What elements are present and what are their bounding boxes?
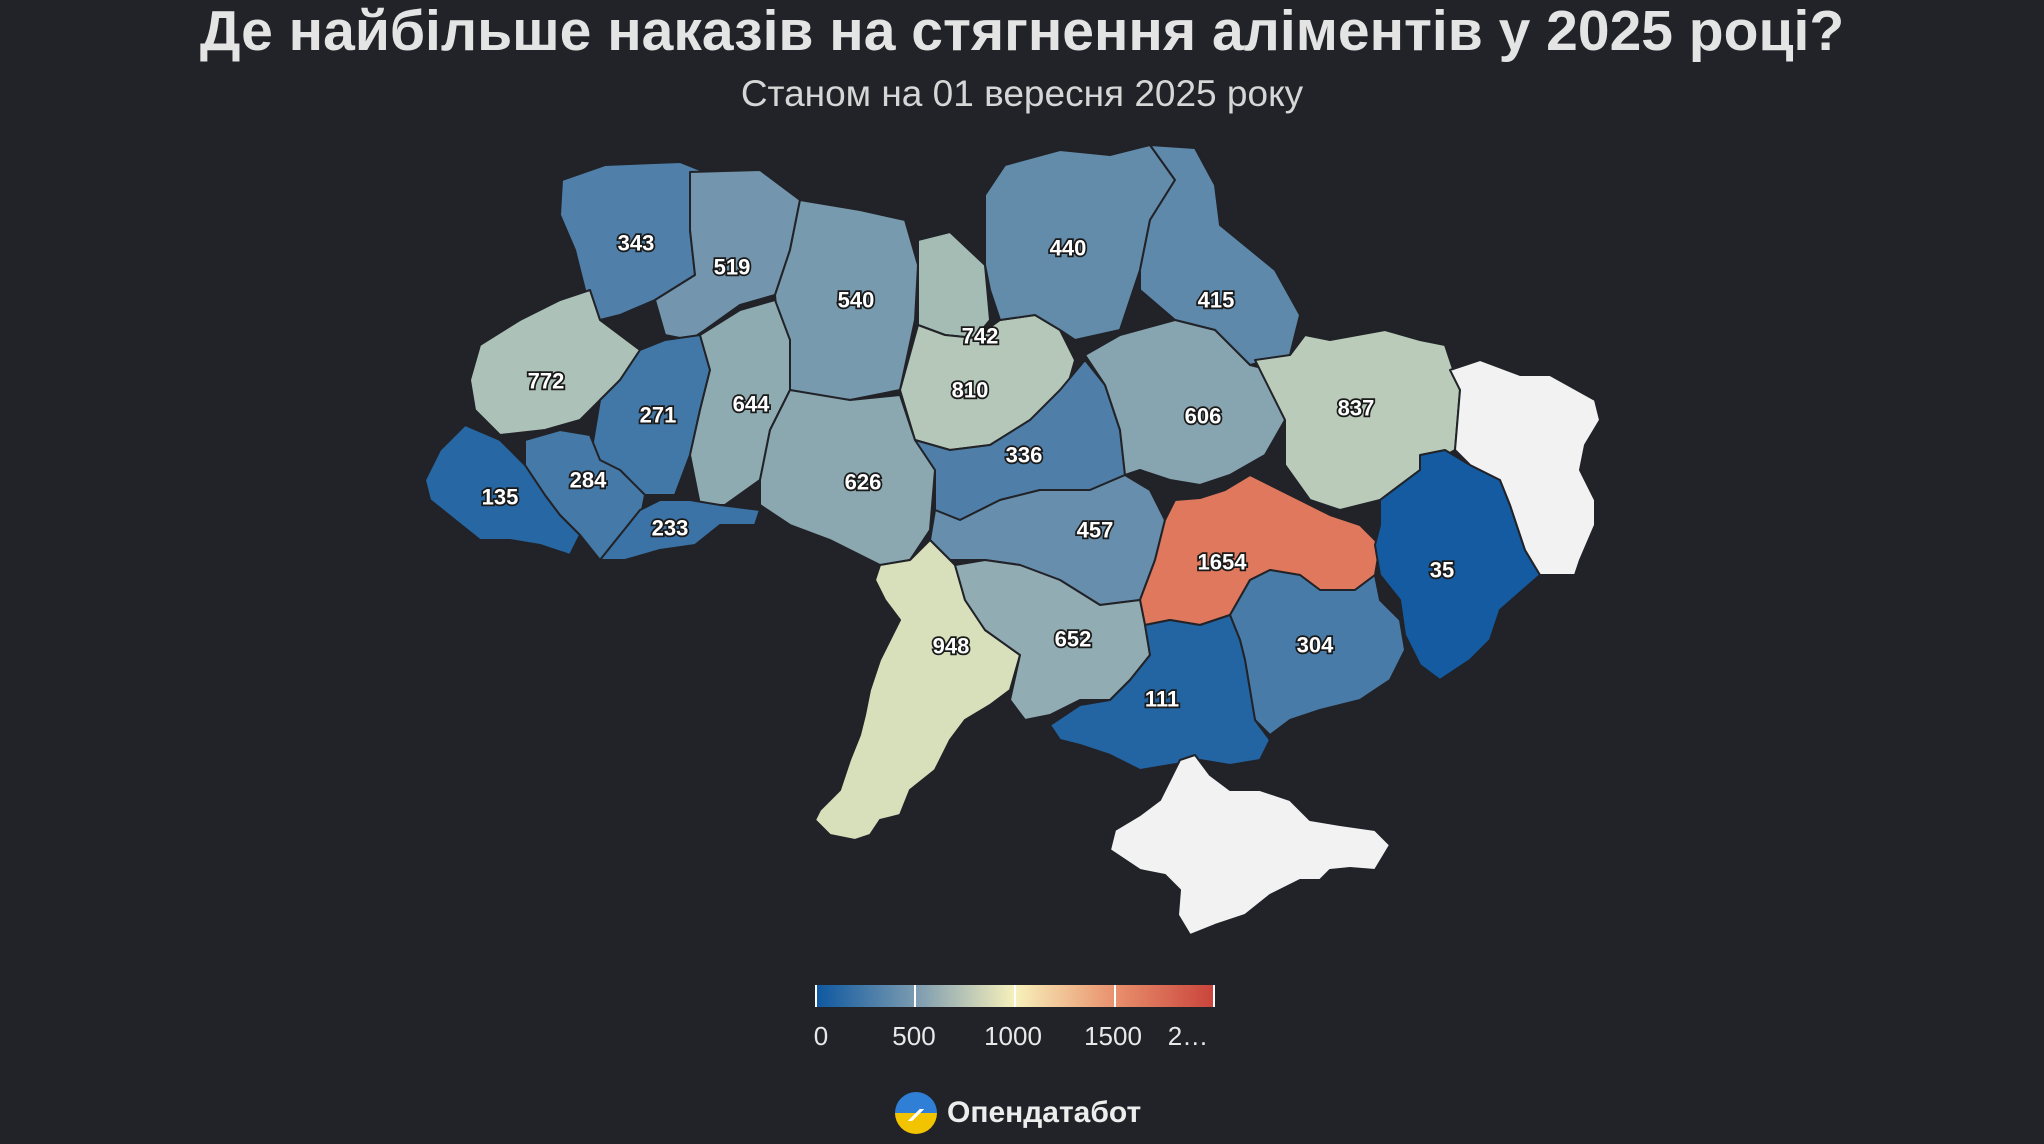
region-value-chernihiv: 440 — [1050, 236, 1087, 261]
chart-subtitle: Станом на 01 вересня 2025 року — [740, 73, 1304, 114]
chart-title: Де найбільше наказів на стягнення алімен… — [199, 0, 1845, 63]
arabat-spit — [1269, 739, 1341, 821]
region-value-donetsk: 35 — [1430, 558, 1454, 583]
region-luhansk — [1449, 359, 1601, 576]
region-value-kherson: 111 — [1145, 687, 1179, 712]
region-value-sumy: 415 — [1198, 288, 1235, 313]
brand-name: Опендатабот — [947, 1096, 1142, 1129]
region-value-kirovohrad: 457 — [1077, 518, 1114, 543]
region-value-ternopil: 271 — [640, 403, 677, 428]
region-value-ivano-frankivsk: 284 — [570, 468, 607, 493]
region-donetsk — [1374, 449, 1541, 681]
region-value-zakarpattia: 135 — [482, 485, 519, 510]
region-poltava — [1084, 319, 1291, 486]
region-chernivtsi — [599, 499, 761, 561]
brand: Опендатабот — [895, 1090, 1141, 1136]
region-value-kyiv-oblast-south: 810 — [952, 378, 989, 403]
region-value-kyiv-oblast: 742 — [962, 324, 999, 349]
region-value-lviv: 772 — [528, 369, 565, 394]
region-value-khmelnytskyi: 644 — [733, 392, 770, 417]
legend-tick-label: 1500 — [1084, 1021, 1142, 1051]
legend-tick-label: 2… — [1167, 1021, 1209, 1051]
region-chernihiv — [984, 144, 1176, 341]
region-value-dnipropetrovsk: 1654 — [1198, 550, 1248, 575]
region-value-poltava: 606 — [1185, 404, 1222, 429]
region-value-zhytomyr: 540 — [838, 288, 875, 313]
legend-color-bar — [815, 985, 1215, 1007]
region-crimea — [1109, 754, 1391, 936]
region-value-volyn: 343 — [618, 231, 655, 256]
opendatabot-logo-icon — [895, 1092, 937, 1134]
region-value-vinnytsia: 626 — [845, 470, 882, 495]
region-value-mykolaiv: 652 — [1055, 627, 1092, 652]
region-kyiv-oblast — [917, 231, 991, 339]
region-value-chernivtsi: 233 — [652, 516, 689, 541]
region-value-zaporizhzhia: 304 — [1297, 633, 1334, 658]
legend-tick-label: 500 — [892, 1021, 936, 1051]
region-value-kharkiv: 837 — [1338, 396, 1375, 421]
region-value-cherkasy: 336 — [1006, 443, 1043, 468]
legend-tick-label: 0 — [813, 1021, 829, 1051]
region-value-rivne: 519 — [714, 255, 751, 280]
legend-tick-label: 1000 — [984, 1021, 1042, 1051]
region-value-odesa: 948 — [933, 634, 970, 659]
